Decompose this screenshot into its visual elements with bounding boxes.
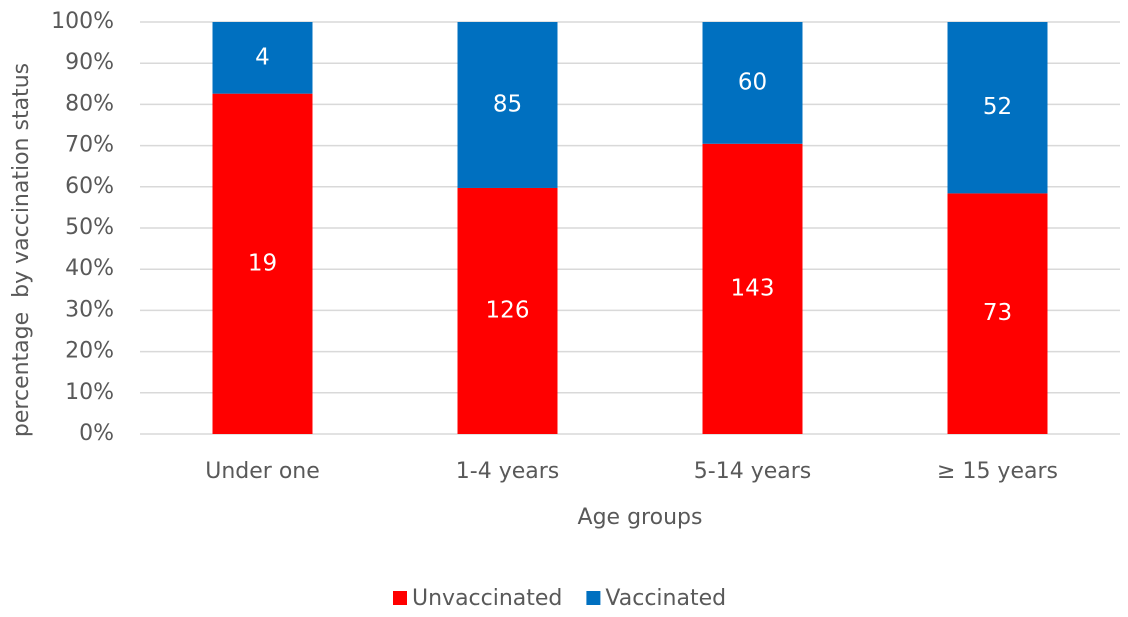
y-tick-label: 80% — [65, 91, 114, 116]
x-tick-label: ≥ 15 years — [937, 459, 1058, 484]
data-label: 126 — [486, 297, 530, 323]
x-axis-title: Age groups — [578, 505, 703, 530]
data-label: 143 — [731, 275, 775, 301]
y-tick-label: 70% — [65, 133, 114, 158]
data-label: 85 — [493, 91, 522, 117]
y-tick-label: 40% — [65, 256, 114, 281]
bar-segment — [457, 187, 558, 434]
y-tick-label: 0% — [79, 421, 114, 446]
y-tick-label: 90% — [65, 50, 114, 75]
y-tick-label: 60% — [65, 174, 114, 199]
y-tick-label: 10% — [65, 380, 114, 405]
bar-segment — [457, 22, 558, 188]
bar-segment — [702, 143, 803, 435]
x-tick-label: Under one — [205, 459, 320, 484]
x-tick-label: 5-14 years — [694, 459, 811, 484]
legend-label: Unvaccinated — [412, 586, 562, 611]
bar-segment — [212, 93, 313, 435]
bar-segment — [947, 22, 1048, 194]
legend-swatch — [393, 591, 407, 605]
bar-segment — [212, 22, 313, 94]
data-label: 73 — [983, 300, 1012, 326]
bar-segment — [702, 22, 803, 144]
y-tick-label: 50% — [65, 215, 114, 240]
data-label: 4 — [255, 44, 270, 70]
y-tick-label: 100% — [51, 9, 114, 34]
y-axis-title: percentage by vaccination status — [9, 63, 34, 437]
data-label: 60 — [738, 69, 767, 95]
data-label: 19 — [248, 250, 277, 276]
x-tick-label: 1-4 years — [456, 459, 559, 484]
data-label: 52 — [983, 94, 1012, 120]
bar-segment — [947, 193, 1048, 434]
legend-label: Vaccinated — [605, 586, 726, 611]
legend-swatch — [586, 591, 601, 605]
y-tick-label: 20% — [65, 339, 114, 364]
y-tick-label: 30% — [65, 297, 114, 322]
